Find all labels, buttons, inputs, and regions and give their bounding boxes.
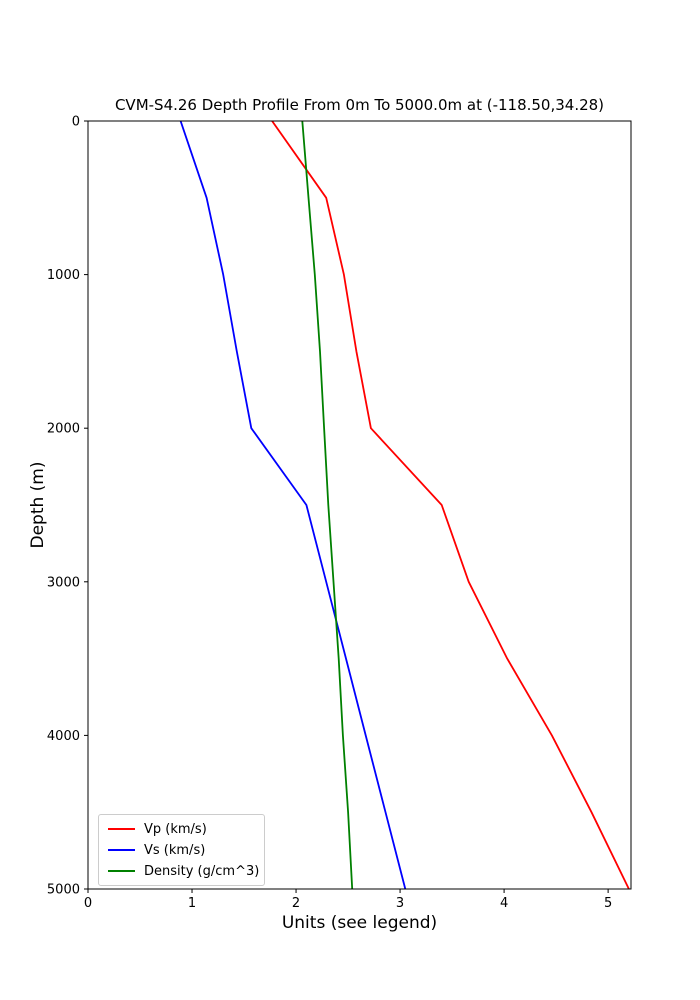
plot-border	[87, 120, 632, 890]
series-line-1	[179, 120, 407, 890]
series-line-0	[271, 120, 630, 890]
y-tick-label: 5000	[47, 883, 80, 898]
legend-label: Vp (km/s)	[144, 821, 207, 837]
legend-item-1: Vs (km/s)	[108, 842, 255, 858]
x-tick-label: 4	[500, 896, 508, 911]
legend-line-swatch	[108, 849, 135, 851]
legend-item-2: Density (g/cm^3)	[108, 863, 259, 879]
chart-title: CVM-S4.26 Depth Profile From 0m To 5000.…	[114, 96, 605, 114]
x-tick-label: 2	[292, 896, 300, 911]
y-tick-label: 3000	[47, 575, 80, 590]
legend: Vp (km/s) Vs (km/s) Density (g/cm^3)	[98, 814, 265, 886]
x-tick-label: 0	[84, 896, 92, 911]
x-tick-label: 1	[188, 896, 196, 911]
x-axis-label: Units (see legend)	[281, 913, 438, 933]
legend-item-0: Vp (km/s)	[108, 821, 255, 837]
y-tick-label: 2000	[47, 422, 80, 437]
series-line-2	[301, 120, 354, 890]
y-tick-label: 1000	[47, 268, 80, 283]
x-tick-label: 5	[604, 896, 612, 911]
legend-line-swatch	[108, 870, 135, 872]
legend-label: Density (g/cm^3)	[144, 863, 260, 879]
y-tick-label: 4000	[47, 729, 80, 744]
x-tick-label: 3	[396, 896, 404, 911]
y-tick-label: 0	[72, 115, 80, 130]
legend-line-swatch	[108, 828, 135, 830]
legend-label: Vs (km/s)	[144, 842, 206, 858]
